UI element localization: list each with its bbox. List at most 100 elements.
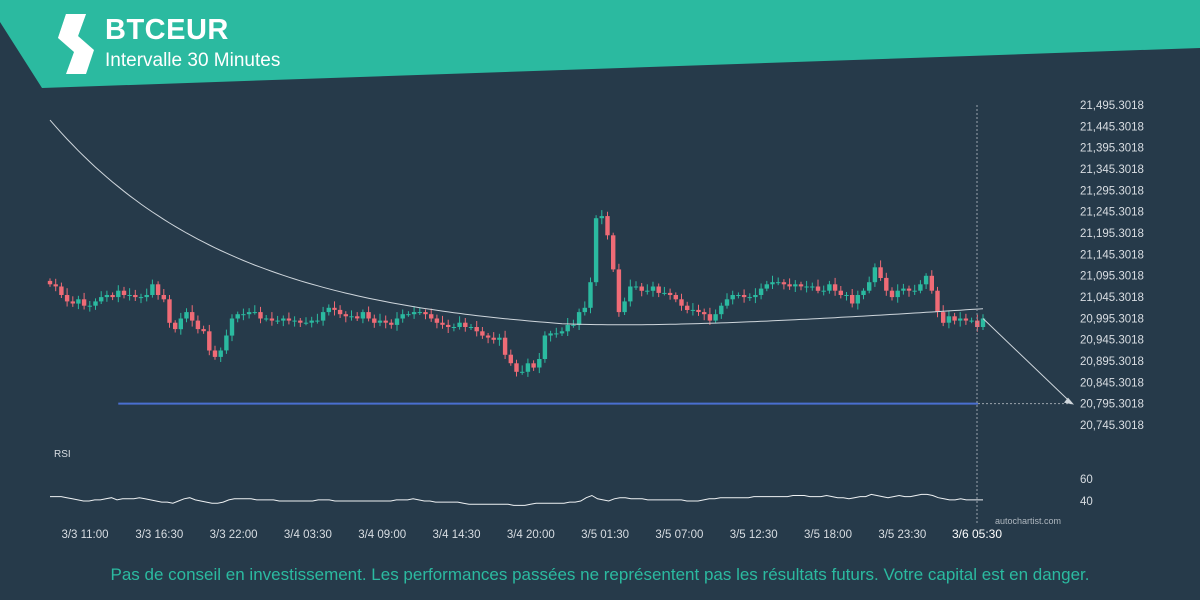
candle-body [850, 295, 855, 304]
candle-body [605, 216, 610, 236]
candle-body [764, 284, 769, 289]
x-tick-label: 3/4 03:30 [284, 529, 332, 541]
x-tick-label: 3/5 12:30 [730, 529, 778, 541]
candle-body [315, 320, 320, 322]
candle-body [81, 299, 87, 306]
time-x-axis: 3/3 11:00 3/3 16:30 3/3 22:00 3/4 03:30 3/4 … [61, 527, 1002, 541]
y-tick-label: 20,945.3018 [1080, 335, 1144, 347]
candle-body [525, 363, 531, 372]
candle-body [326, 307, 331, 313]
candle-body [218, 350, 223, 357]
watermark: autochartist.com [995, 516, 1061, 526]
candle-body [821, 290, 826, 292]
brand-logo-icon [58, 14, 94, 74]
candle-body [133, 295, 138, 298]
candle-body [975, 320, 980, 327]
candle-body [502, 337, 508, 355]
candle-body [144, 295, 149, 298]
candle-body [423, 312, 428, 315]
x-tick-label: 3/4 09:00 [358, 529, 406, 541]
candle-body [753, 295, 758, 298]
candle-body [724, 299, 730, 306]
candle-body [178, 318, 183, 330]
candle-body [667, 292, 673, 295]
candle-body [400, 314, 405, 319]
y-tick-label: 21,295.3018 [1080, 185, 1144, 197]
candle-body [76, 299, 81, 304]
candle-body [99, 297, 104, 302]
candle-body [224, 335, 229, 351]
candle-body [389, 322, 394, 325]
candle-body [252, 312, 257, 314]
candle-body [741, 295, 747, 298]
candle-body [127, 295, 132, 296]
x-tick-label: 3/5 01:30 [581, 529, 629, 541]
candle-body [941, 312, 946, 323]
candle-body [844, 295, 849, 296]
interval-subtitle: Intervalle 30 Minutes [105, 50, 281, 71]
candle-body [383, 320, 388, 323]
candle-body [804, 286, 809, 288]
y-tick-label: 21,395.3018 [1080, 143, 1144, 155]
candle-body [747, 297, 752, 299]
candle-body [429, 314, 434, 319]
candle-body [195, 320, 201, 330]
candle-body [201, 329, 206, 332]
candle-body [531, 363, 536, 368]
candle-body [434, 318, 440, 323]
forecast-arrow [982, 318, 1073, 405]
forecast-arrowhead-icon [1064, 397, 1074, 405]
candle-body [337, 309, 343, 315]
candle-body [793, 284, 798, 287]
candle-body [70, 301, 75, 304]
x-tick-label: 3/4 20:00 [507, 529, 555, 541]
last-time-label: 3/6 05:30 [952, 527, 1002, 541]
candle-body [889, 290, 895, 298]
candle-body [958, 318, 963, 321]
candle-body [895, 290, 900, 298]
candle-body [776, 282, 781, 284]
candles-layer [47, 210, 986, 377]
y-tick-label: 20,845.3018 [1080, 377, 1144, 389]
candle-body [537, 359, 542, 368]
x-tick-label: 3/5 23:30 [878, 529, 926, 541]
candle-body [355, 316, 360, 319]
candle-body [514, 363, 519, 372]
candle-body [258, 312, 263, 319]
candle-body [787, 284, 792, 287]
candle-body [656, 286, 661, 293]
y-tick-label: 20,745.3018 [1080, 420, 1144, 432]
candle-body [548, 333, 553, 336]
candle-body [946, 316, 952, 323]
candle-body [952, 316, 957, 321]
candle-body [781, 282, 787, 285]
candle-body [770, 282, 775, 285]
candle-body [599, 216, 604, 219]
candle-body [64, 295, 70, 302]
candle-body [138, 297, 144, 299]
y-tick-label: 21,345.3018 [1080, 164, 1144, 176]
candle-body [923, 275, 929, 285]
candle-body [855, 295, 860, 304]
candle-body [628, 286, 633, 302]
candle-body [173, 322, 178, 330]
candle-body [241, 314, 246, 316]
symbol-title: BTCEUR [105, 14, 229, 46]
rsi-label: RSI [54, 449, 71, 460]
candle-body [702, 312, 707, 315]
candle-body [155, 284, 161, 295]
y-tick-label: 20,795.3018 [1080, 399, 1144, 411]
candle-body [969, 320, 974, 322]
price-y-axis: 21,495.3018 21,445.3018 21,395.3018 21,345.… [1080, 100, 1144, 432]
candle-body [884, 277, 889, 291]
candle-body [565, 324, 570, 332]
header-banner-shape [0, 0, 1200, 88]
candle-body [406, 314, 411, 316]
candle-body [611, 235, 616, 270]
candle-body [269, 318, 275, 321]
candle-body [93, 301, 98, 306]
x-tick-label: 3/3 11:00 [61, 529, 108, 541]
candle-body [878, 267, 883, 278]
candle-body [110, 295, 115, 298]
